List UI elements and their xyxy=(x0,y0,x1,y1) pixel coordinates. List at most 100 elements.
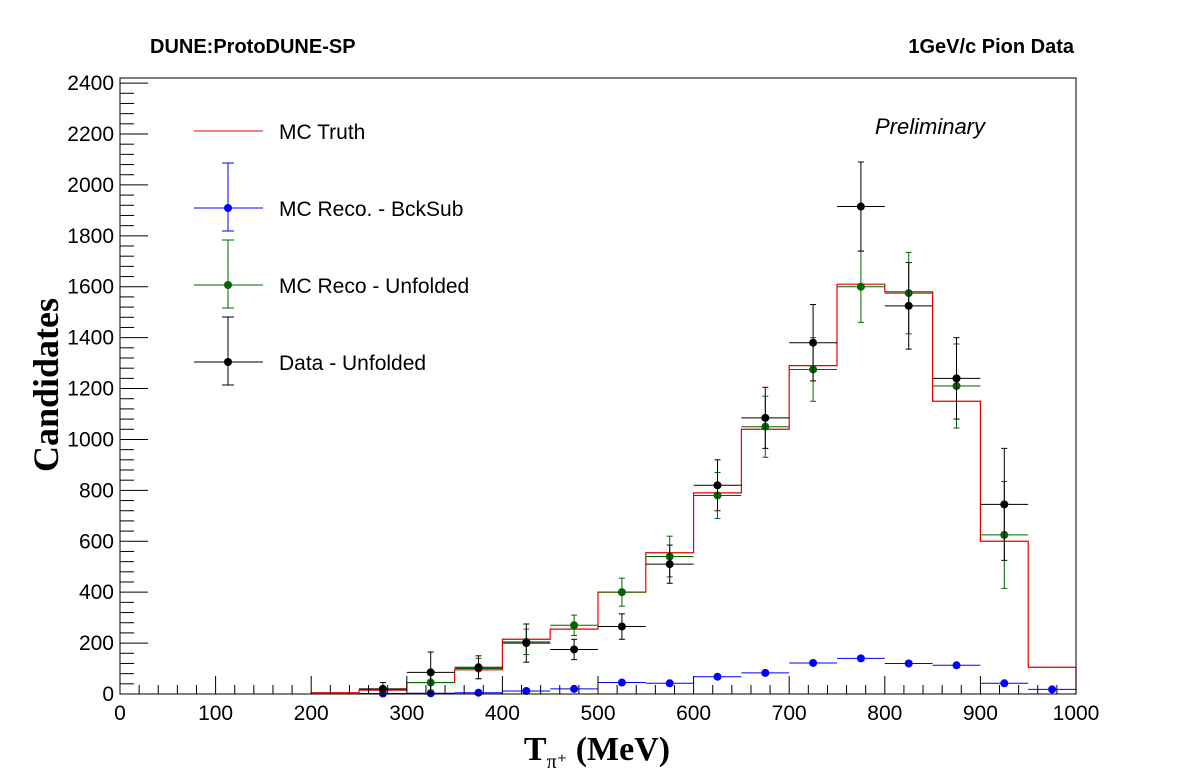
point-data-unfolded xyxy=(550,638,598,661)
data-points xyxy=(359,161,1076,698)
x-tick-label: 600 xyxy=(676,702,711,725)
point-data-unfolded xyxy=(502,623,551,663)
legend-label: MC Truth xyxy=(279,121,365,144)
y-tick-label: 2200 xyxy=(67,123,114,146)
point-mc-reco-bcksub xyxy=(1028,685,1076,694)
point-mc-reco-bcksub xyxy=(693,672,742,681)
x-axis-label-symbol: T xyxy=(524,731,547,768)
marker-mc-reco-bcksub xyxy=(1000,679,1009,688)
legend-entry-mc-truth: MC Truth xyxy=(194,121,365,144)
preliminary-annotation: Preliminary xyxy=(875,114,987,139)
marker-mc-reco-bcksub xyxy=(809,658,818,667)
point-mc-reco-bcksub xyxy=(980,679,1029,688)
point-data-unfolded xyxy=(980,447,1029,561)
point-data-unfolded xyxy=(693,459,742,512)
point-mc-reco-bcksub xyxy=(550,684,598,693)
marker-mc-reco-bcksub xyxy=(761,668,770,677)
point-data-unfolded xyxy=(741,386,790,449)
marker-data-unfolded xyxy=(570,645,579,654)
header-dataset-label: 1GeV/c Pion Data xyxy=(908,36,1074,58)
marker-mc-reco-bcksub xyxy=(713,672,722,681)
marker-data-unfolded xyxy=(474,663,483,672)
x-tick-label: 500 xyxy=(580,702,615,725)
marker-mc-reco-bcksub xyxy=(1048,685,1057,694)
y-tick-label: 1800 xyxy=(67,225,114,248)
y-tick-label: 1200 xyxy=(67,378,114,401)
marker-mc-reco-bcksub xyxy=(522,686,531,695)
point-mc-reco-bcksub xyxy=(789,658,837,667)
point-data-unfolded xyxy=(837,161,885,252)
legend-entry-mc-reco-unfolded: MC Reco - Unfolded xyxy=(194,239,469,309)
header-experiment-label: DUNE:ProtoDUNE-SP xyxy=(150,36,356,58)
marker-mc-reco-bcksub xyxy=(617,678,626,687)
y-tick-label: 2000 xyxy=(67,174,114,197)
y-tick-label: 1000 xyxy=(67,428,114,451)
legend-entry-mc-reco-bcksub: MC Reco. - BckSub xyxy=(194,162,463,232)
marker-data-unfolded xyxy=(378,684,387,693)
marker-mc-reco-unfolded xyxy=(856,282,865,291)
x-tick-label: 400 xyxy=(485,702,520,725)
x-axis-label: Tπ⁺ (MeV) xyxy=(524,731,670,772)
axes: 0 100 200 300 400 500 600 700 800 900 1000 0 200 400 6… xyxy=(67,72,1099,725)
marker-data-unfolded xyxy=(856,202,865,211)
y-tick-label: 200 xyxy=(79,632,114,655)
y-tick-label: 400 xyxy=(79,581,114,604)
x-tick-label: 100 xyxy=(198,702,233,725)
marker-mc-reco-bcksub xyxy=(904,659,913,668)
marker-data-unfolded xyxy=(665,560,674,569)
marker-mc-reco-bcksub xyxy=(426,689,435,698)
legend-label: Data - Unfolded xyxy=(279,352,426,375)
marker-data-unfolded xyxy=(426,668,435,677)
y-tick-label: 2400 xyxy=(67,72,114,95)
x-tick-label: 200 xyxy=(294,702,329,725)
marker-data-unfolded xyxy=(809,338,818,347)
x-tick-label: 0 xyxy=(114,702,126,725)
y-tick-label: 0 xyxy=(102,683,114,706)
legend-swatch-marker xyxy=(224,204,232,212)
marker-data-unfolded xyxy=(522,639,531,648)
legend-swatch-marker xyxy=(224,358,232,366)
legend-label: MC Reco - Unfolded xyxy=(279,275,469,298)
x-tick-label: 300 xyxy=(389,702,424,725)
point-mc-reco-bcksub xyxy=(454,688,503,697)
point-mc-reco-unfolded xyxy=(550,614,598,636)
point-mc-reco-unfolded xyxy=(598,577,646,607)
point-data-unfolded xyxy=(598,613,646,640)
point-mc-reco-bcksub xyxy=(932,661,981,670)
point-mc-reco-bcksub xyxy=(884,659,933,668)
legend-swatch-marker xyxy=(224,281,232,289)
series-line-mc-truth xyxy=(310,283,1077,694)
marker-mc-reco-unfolded xyxy=(570,621,579,630)
legend-label: MC Reco. - BckSub xyxy=(279,198,463,221)
point-data-unfolded xyxy=(932,337,981,420)
point-data-unfolded xyxy=(454,655,503,680)
x-axis-label-unit: (MeV) xyxy=(567,731,670,768)
marker-data-unfolded xyxy=(713,481,722,490)
x-tick-label: 1000 xyxy=(1053,702,1100,725)
legend: MC Truth MC Reco. - BckSub MC Reco - Unfol… xyxy=(194,121,469,386)
y-tick-label: 600 xyxy=(79,530,114,553)
marker-mc-reco-bcksub xyxy=(665,679,674,688)
marker-mc-reco-unfolded xyxy=(617,588,626,597)
x-tick-label: 900 xyxy=(963,702,998,725)
point-mc-reco-bcksub xyxy=(645,679,694,688)
marker-data-unfolded xyxy=(617,622,626,631)
marker-data-unfolded xyxy=(952,374,961,383)
mc-truth-steps xyxy=(310,283,1077,694)
marker-mc-reco-bcksub xyxy=(474,688,483,697)
y-tick-label: 800 xyxy=(79,479,114,502)
point-data-unfolded xyxy=(645,544,694,584)
legend-entry-data-unfolded: Data - Unfolded xyxy=(194,316,426,386)
marker-mc-reco-bcksub xyxy=(856,654,865,663)
point-mc-reco-bcksub xyxy=(837,654,885,663)
x-tick-label: 700 xyxy=(772,702,807,725)
point-mc-reco-bcksub xyxy=(598,678,646,687)
point-data-unfolded xyxy=(884,262,933,350)
marker-mc-reco-bcksub xyxy=(952,661,961,670)
y-tick-label: 1600 xyxy=(67,276,114,299)
point-mc-reco-bcksub xyxy=(502,686,551,695)
y-tick-label: 1400 xyxy=(67,327,114,350)
point-data-unfolded xyxy=(789,304,837,382)
point-data-unfolded xyxy=(359,682,407,696)
